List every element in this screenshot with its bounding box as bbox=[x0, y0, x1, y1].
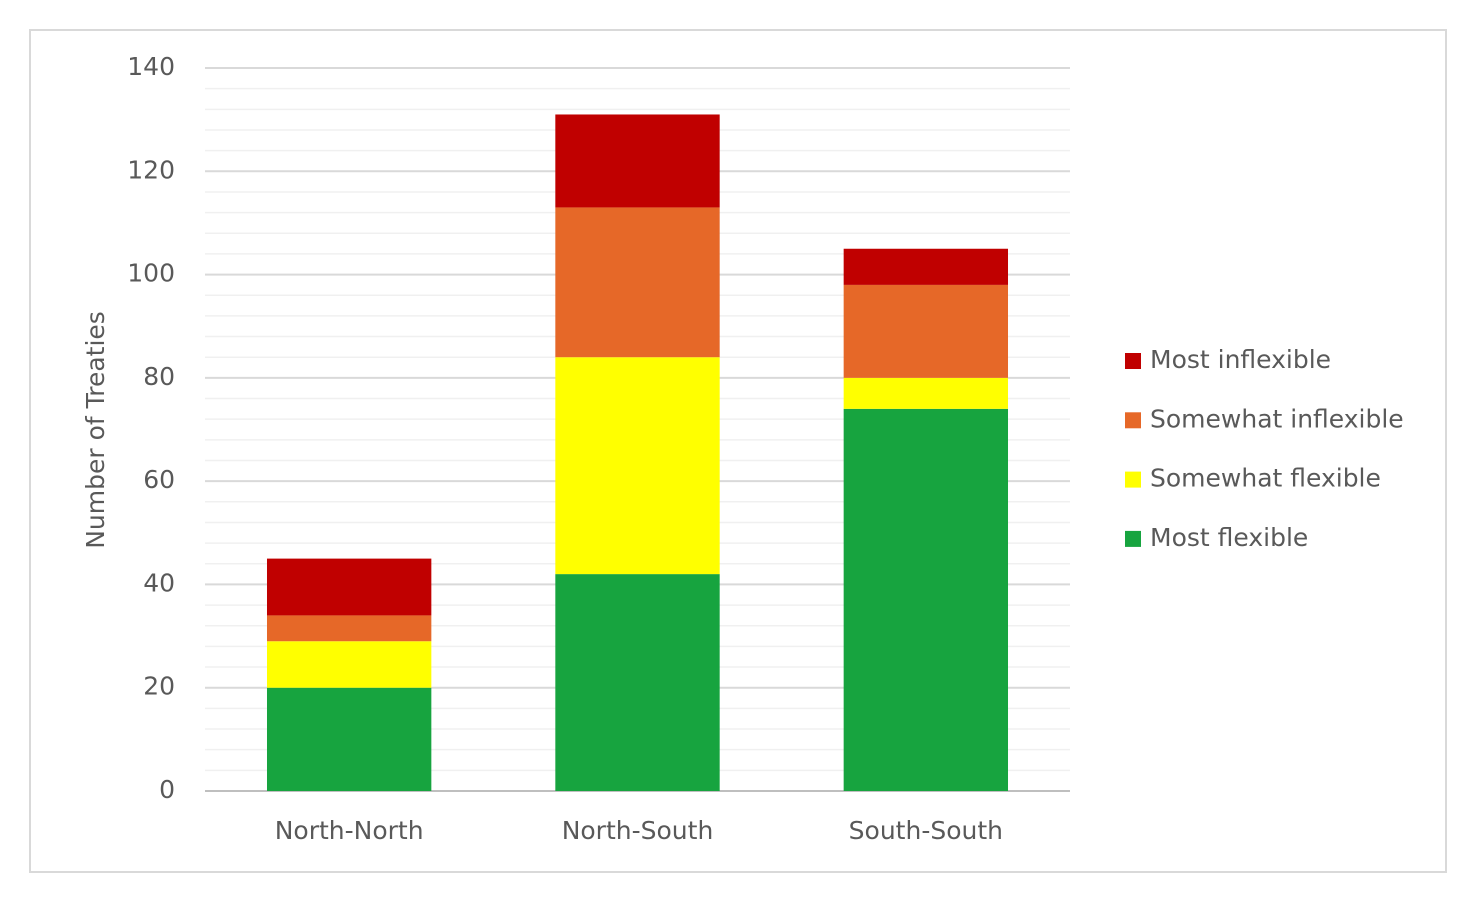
bar-segment bbox=[266, 641, 432, 688]
y-tick-label: 80 bbox=[143, 362, 175, 391]
y-tick-label: 40 bbox=[143, 568, 175, 597]
y-tick-label: 120 bbox=[127, 155, 175, 184]
legend-swatch bbox=[1125, 471, 1141, 488]
y-axis-label: Number of Treaties bbox=[81, 311, 110, 549]
legend-label: Most inflexible bbox=[1150, 345, 1331, 374]
y-tick-label: 0 bbox=[159, 775, 175, 804]
bar-segment bbox=[266, 558, 432, 616]
bar-segment bbox=[843, 408, 1009, 791]
x-tick-label: North-South bbox=[562, 816, 714, 845]
bar-segment bbox=[555, 207, 720, 358]
bar-segment bbox=[843, 377, 1009, 409]
y-tick-label: 140 bbox=[127, 52, 175, 81]
bar-segment bbox=[266, 615, 432, 642]
bar-segment bbox=[843, 248, 1009, 285]
bar-segment bbox=[555, 357, 720, 575]
bar-segment bbox=[266, 687, 432, 791]
legend-swatch bbox=[1125, 353, 1141, 369]
bar-segment bbox=[843, 284, 1009, 378]
y-tick-label: 20 bbox=[143, 672, 175, 701]
x-tick-label: North-North bbox=[275, 816, 424, 845]
legend-label: Somewhat inflexible bbox=[1150, 404, 1404, 433]
y-tick-label: 100 bbox=[127, 259, 175, 288]
legend-label: Somewhat flexible bbox=[1150, 464, 1381, 493]
bar-segment bbox=[555, 574, 720, 791]
legend-swatch bbox=[1125, 530, 1141, 547]
y-tick-label: 60 bbox=[143, 465, 175, 494]
legend-label: Most flexible bbox=[1150, 523, 1308, 552]
bar-segment bbox=[555, 114, 720, 208]
x-tick-label: South-South bbox=[849, 816, 1003, 845]
legend-swatch bbox=[1125, 412, 1141, 429]
chart-frame bbox=[29, 29, 1447, 873]
